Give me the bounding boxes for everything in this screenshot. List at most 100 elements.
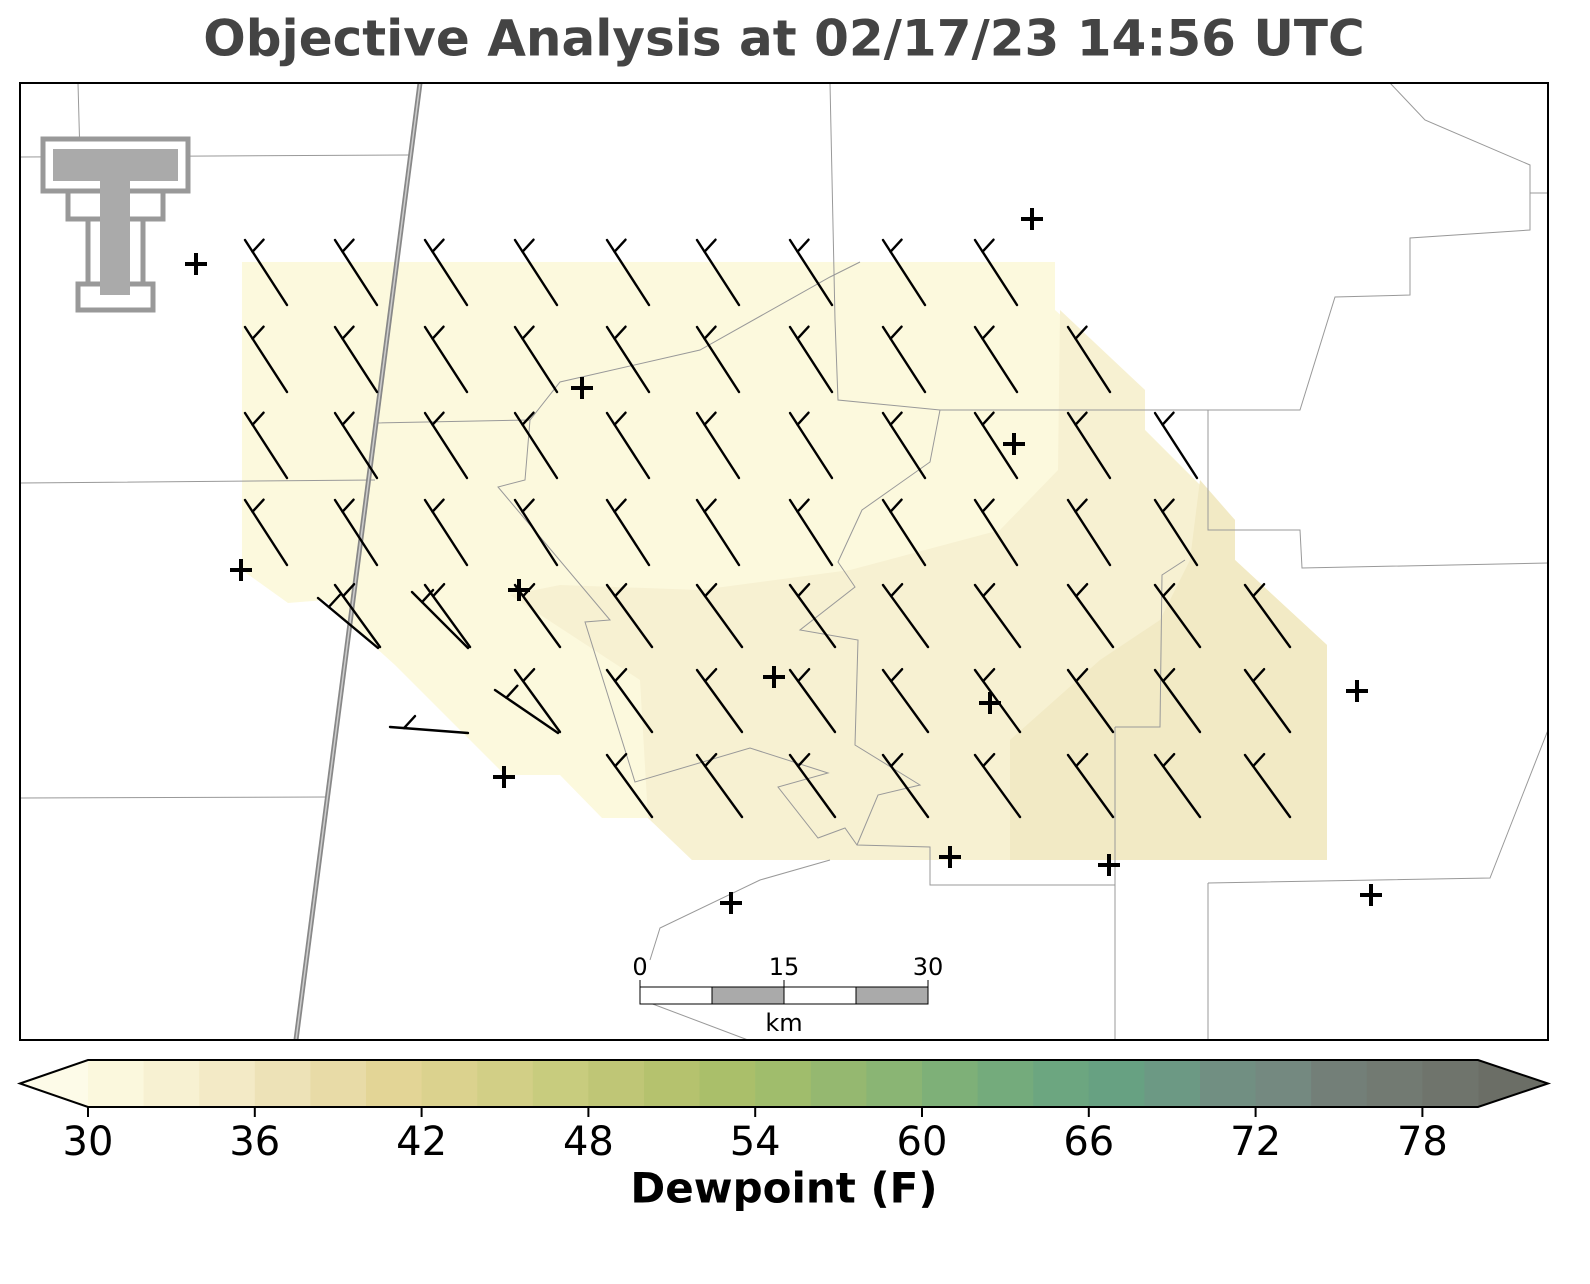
wind-barb — [1243, 667, 1292, 734]
barb-flag — [431, 411, 445, 426]
highway — [293, 82, 423, 1041]
wind-barb — [695, 498, 741, 567]
colorbar-tick-label: 48 — [563, 1119, 614, 1165]
barb-flag — [431, 498, 445, 513]
wind-barb — [973, 752, 1022, 819]
wind-barb — [881, 325, 927, 394]
wind-barb — [333, 238, 379, 307]
wind-barbs — [243, 238, 1292, 819]
wind-barb — [513, 498, 559, 567]
wind-barb — [1153, 667, 1202, 734]
wind-barb — [388, 714, 470, 735]
wind-barb — [788, 752, 837, 819]
station — [979, 692, 1001, 714]
colorbar-band — [477, 1060, 534, 1107]
scale-segment — [783, 986, 857, 1005]
barb-flag — [431, 238, 445, 253]
barb-flag — [402, 714, 417, 730]
station — [763, 666, 785, 688]
barb-flag — [703, 752, 718, 768]
colorbar-extend-min — [20, 1060, 88, 1107]
barb-flag — [420, 588, 435, 604]
station — [720, 892, 742, 914]
barb-flag — [1074, 498, 1088, 513]
wind-barb — [1153, 498, 1199, 567]
wind-barb — [881, 582, 930, 649]
map: 0 15 30 km — [19, 82, 1549, 1041]
colorbar-band — [88, 1060, 145, 1107]
scale-label: 0 — [632, 953, 647, 981]
barb-flag — [889, 325, 903, 340]
wind-barb — [1066, 582, 1115, 649]
wind-barb — [605, 667, 654, 734]
wind-barb — [788, 411, 834, 480]
wind-barb — [1066, 325, 1112, 394]
barb-flag — [1074, 325, 1088, 340]
wind-barb — [788, 498, 834, 567]
barb-flag — [796, 238, 810, 253]
barb-flag — [889, 582, 904, 598]
wind-barb — [1153, 411, 1199, 480]
barb-flag — [889, 752, 904, 768]
station — [185, 253, 207, 275]
barb-flag — [796, 752, 811, 768]
barb-flag — [613, 667, 628, 683]
wind-barb — [605, 325, 651, 394]
barb-flag — [889, 667, 904, 683]
colorbar-band — [1144, 1060, 1201, 1107]
wind-barb — [493, 684, 560, 735]
barb-flag — [889, 238, 903, 253]
colorbar-band — [866, 1060, 923, 1107]
colorbar-band — [421, 1060, 478, 1107]
barb-flag — [703, 667, 718, 683]
wind-barb — [410, 588, 470, 650]
wind-barb — [1243, 752, 1292, 819]
wind-barb — [605, 498, 651, 567]
barb-flag — [796, 667, 811, 683]
stations — [185, 208, 1382, 914]
colorbar-tick-label: 66 — [1063, 1119, 1114, 1165]
barb-flag — [521, 667, 536, 683]
colorbar-band — [199, 1060, 256, 1107]
barb-flag — [341, 411, 355, 426]
barb-flag — [796, 498, 810, 513]
colorbar-band — [1311, 1060, 1368, 1107]
map-frame — [19, 82, 1549, 1041]
wind-barb — [973, 411, 1019, 480]
barb-flag — [703, 238, 717, 253]
station — [1360, 884, 1382, 906]
station — [1098, 854, 1120, 876]
wind-barb — [695, 752, 744, 819]
barb-flag — [981, 411, 995, 426]
colorbar-band — [143, 1060, 200, 1107]
barb-flag — [703, 325, 717, 340]
wind-barb — [973, 582, 1022, 649]
wind-barb — [788, 582, 837, 649]
barb-flag — [1074, 411, 1088, 426]
wind-barb — [243, 238, 289, 307]
scale-segment — [639, 986, 713, 1005]
colorbar-band — [532, 1060, 589, 1107]
colorbar-band — [366, 1060, 423, 1107]
barb-flag — [703, 411, 717, 426]
wind-barb — [423, 238, 469, 307]
colorbar-extend-max — [1478, 1060, 1548, 1107]
title: Objective Analysis at 02/17/23 14:56 UTC — [203, 10, 1364, 68]
wind-barb — [513, 238, 559, 307]
barb-flag — [703, 498, 717, 513]
barb-flag — [1074, 582, 1089, 598]
wind-barb — [333, 498, 379, 567]
station — [508, 579, 530, 601]
wind-barb — [316, 593, 380, 650]
wind-barb — [423, 582, 472, 649]
barb-flag — [251, 411, 265, 426]
barb-flag — [613, 238, 627, 253]
wind-barb — [973, 238, 1019, 307]
wind-barb — [513, 667, 562, 734]
barb-flag — [796, 582, 811, 598]
wind-barb — [788, 238, 834, 307]
colorbar-band — [1088, 1060, 1145, 1107]
barb-flag — [796, 411, 810, 426]
barb-flag — [1074, 752, 1089, 768]
